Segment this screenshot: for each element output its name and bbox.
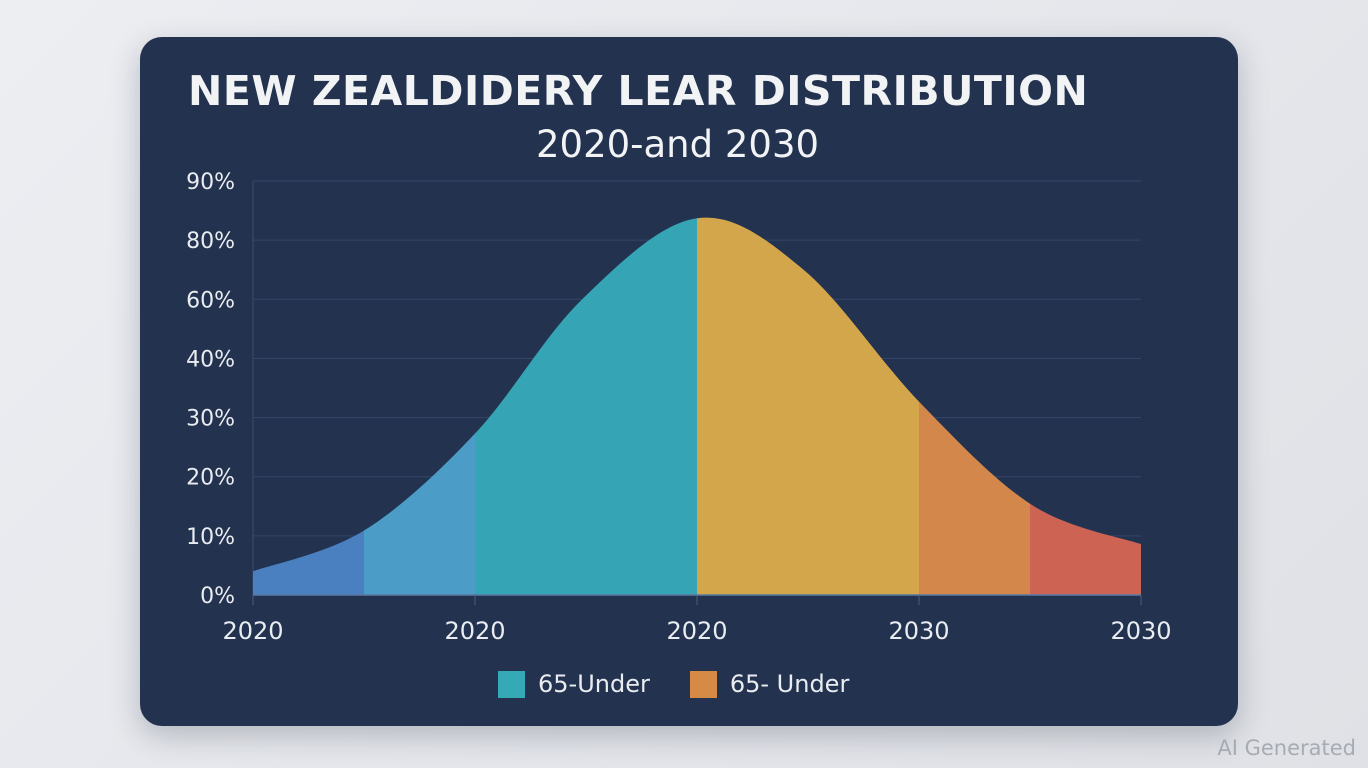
legend-label: 65-Under bbox=[538, 670, 650, 698]
area-segment bbox=[697, 217, 920, 595]
area-segment bbox=[1030, 217, 1141, 595]
legend-item: 65-Under bbox=[498, 670, 650, 698]
y-tick-label: 0% bbox=[200, 584, 235, 609]
legend: 65-Under 65- Under bbox=[498, 670, 889, 698]
chart-card: NEW ZEALDIDERY LEAR DISTRIBUTION 2020-an… bbox=[140, 37, 1238, 726]
area-segment bbox=[364, 217, 476, 595]
x-tick-label: 2020 bbox=[444, 617, 505, 645]
y-tick-label: 30% bbox=[186, 407, 235, 432]
legend-item: 65- Under bbox=[689, 670, 850, 698]
y-tick-label: 60% bbox=[186, 288, 235, 313]
legend-swatch bbox=[498, 670, 525, 698]
area-segment bbox=[475, 217, 698, 595]
y-tick-label: 10% bbox=[186, 525, 235, 550]
x-tick-label: 2030 bbox=[888, 617, 949, 645]
x-tick-label: 2030 bbox=[1110, 617, 1171, 645]
y-tick-label: 80% bbox=[186, 229, 235, 254]
y-tick-label: 40% bbox=[186, 347, 235, 372]
chart-title: NEW ZEALDIDERY LEAR DISTRIBUTION bbox=[188, 67, 1089, 115]
x-tick-label: 2020 bbox=[222, 617, 283, 645]
chart-subtitle: 2020-and 2030 bbox=[536, 123, 820, 166]
y-tick-label: 20% bbox=[186, 466, 235, 491]
legend-label: 65- Under bbox=[729, 670, 850, 698]
watermark: AI Generated bbox=[1217, 736, 1356, 760]
area-segment bbox=[253, 217, 365, 595]
legend-swatch bbox=[689, 670, 717, 698]
x-tick-label: 2020 bbox=[666, 617, 727, 645]
y-tick-label: 90% bbox=[186, 170, 235, 195]
area-segment bbox=[919, 217, 1031, 595]
